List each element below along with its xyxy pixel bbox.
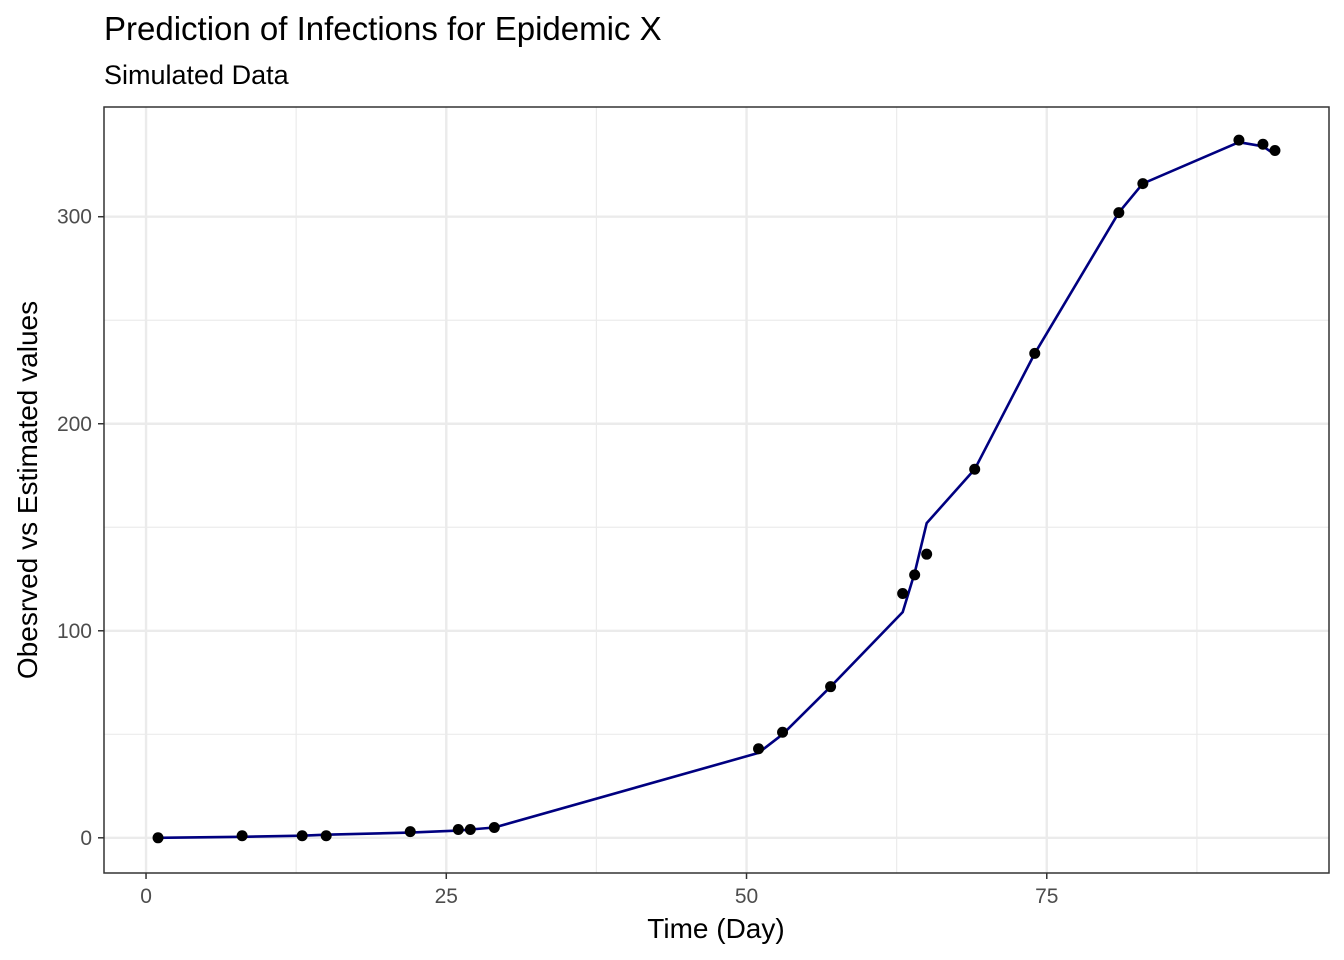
observed-point [897,588,909,600]
y-axis-title: Obesrved vs Estimated values [12,301,43,679]
minor-gridlines [104,107,1329,873]
observed-point [1137,178,1149,190]
major-gridlines [104,107,1329,873]
observed-point [452,824,464,836]
observed-point [825,681,837,693]
observed-point [921,548,933,560]
observed-point [909,569,921,581]
chart-subtitle: Simulated Data [104,60,290,90]
observed-point [1029,347,1041,359]
observed-series [152,134,1281,844]
y-axis: 0 100 200 300 [57,206,104,850]
estimated-series [157,140,1276,840]
x-tick-label: 0 [140,885,152,908]
observed-point [152,832,164,844]
x-axis-title: Time (Day) [647,913,784,944]
x-tick-label: 25 [435,885,458,908]
observed-point [1233,134,1245,146]
y-tick-label: 100 [57,620,92,643]
observed-point [488,821,500,833]
observed-point [404,826,416,838]
observed-point [777,726,789,738]
observed-point [236,830,248,842]
x-tick-label: 75 [1035,885,1058,908]
estimated-line [157,140,1276,840]
observed-point [320,830,332,842]
chart-title: Prediction of Infections for Epidemic X [104,10,662,47]
panel-border [103,106,1330,874]
observed-point [464,824,476,836]
observed-point [1269,144,1281,156]
x-tick-label: 50 [735,885,758,908]
y-tick-label: 300 [57,206,92,229]
y-tick-label: 200 [57,413,92,436]
x-axis: 0 25 50 75 [140,873,1058,908]
y-tick-label: 0 [80,827,92,850]
observed-point [1257,138,1269,150]
observed-point [969,463,981,475]
observed-point [753,743,765,755]
observed-point [1113,207,1125,219]
observed-point [296,830,308,842]
